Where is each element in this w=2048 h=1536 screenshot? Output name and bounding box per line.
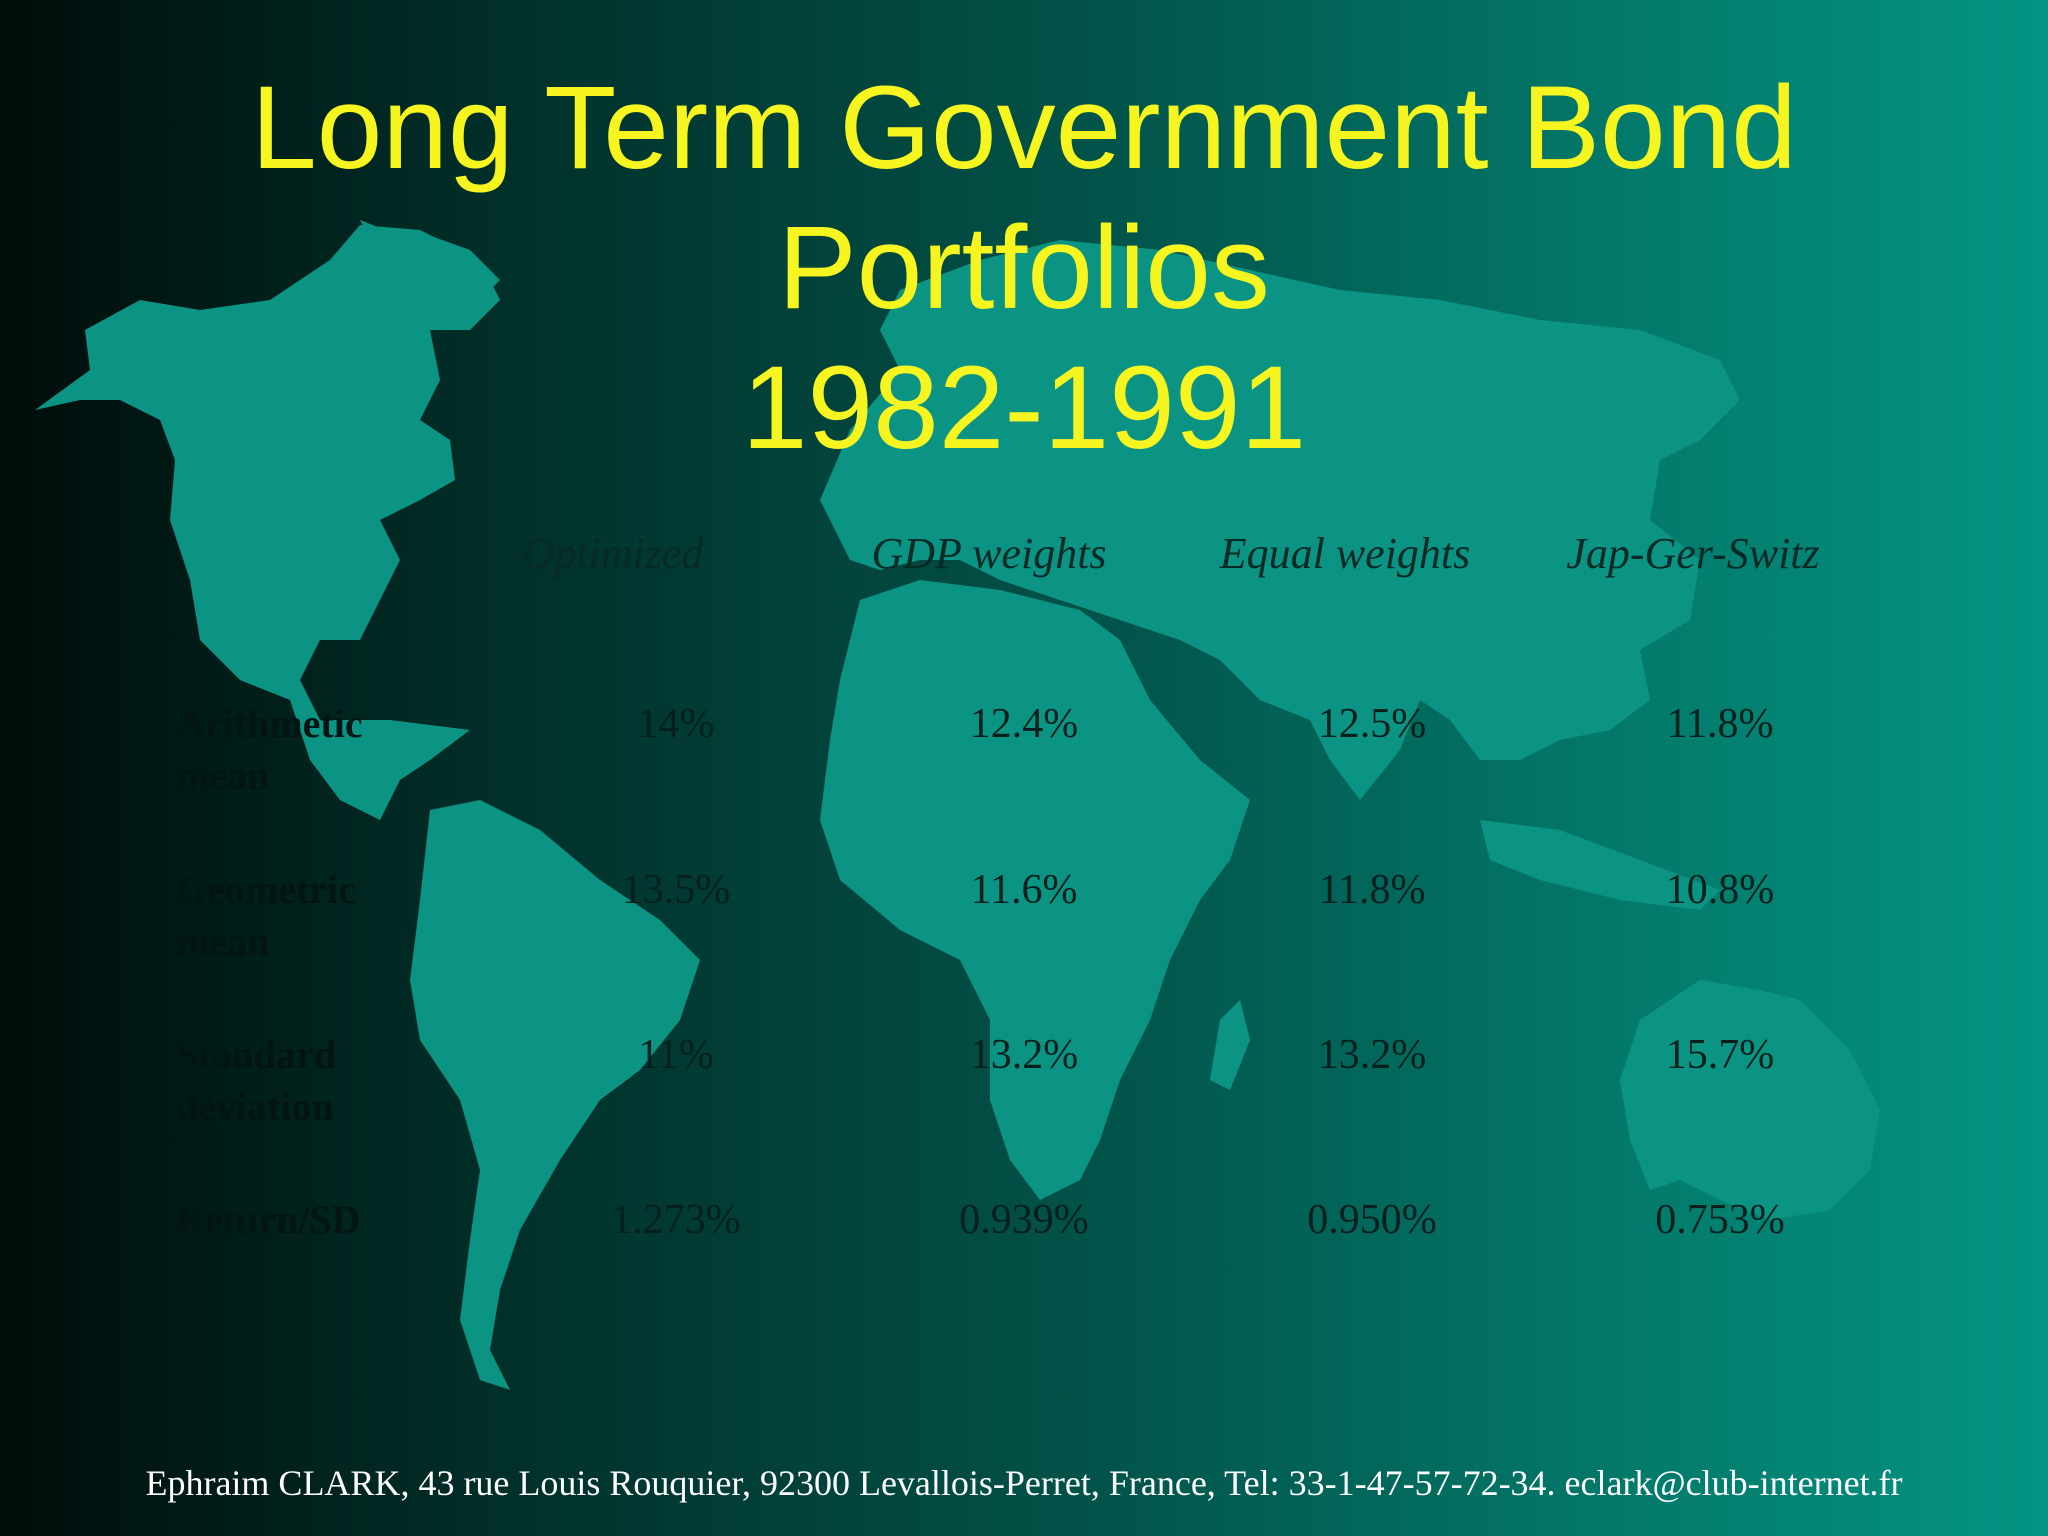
table-cell: 10.8% xyxy=(1665,867,1775,913)
column-header-optimized: Optimized xyxy=(522,529,704,578)
table-cell: 0.939% xyxy=(959,1197,1089,1243)
table-cell: 11.6% xyxy=(970,867,1078,913)
title-line-3: 1982-1991 xyxy=(741,342,1307,474)
title-line-1: Long Term Government Bond xyxy=(251,62,1797,194)
row-header-standard-deviation: Standard deviation xyxy=(176,1032,337,1129)
table-cell: 15.7% xyxy=(1665,1032,1775,1078)
title-line-2: Portfolios xyxy=(778,202,1270,334)
column-header-jap-ger-switz: Jap-Ger-Switz xyxy=(1566,529,1820,578)
table-cell: 11% xyxy=(638,1032,714,1078)
table-cell: 0.950% xyxy=(1307,1197,1437,1243)
table-cell: 11.8% xyxy=(1318,867,1426,913)
table-cell: 13.2% xyxy=(969,1032,1079,1078)
footer-contact: Ephraim CLARK, 43 rue Louis Rouquier, 92… xyxy=(145,1463,1903,1503)
africa-shape xyxy=(820,580,1250,1200)
madagascar-shape xyxy=(1210,1000,1250,1090)
table-cell: 13.5% xyxy=(621,867,731,913)
slide-title: Long Term Government Bond Portfolios 198… xyxy=(0,58,2048,478)
greenland-shape xyxy=(360,220,500,310)
table-cell: 1.273% xyxy=(611,1197,741,1243)
row-header-arithmetic-mean: Arithmetic mean xyxy=(176,701,363,798)
table-cell: 11.8% xyxy=(1666,701,1774,747)
australia-shape xyxy=(1620,980,1880,1220)
north-america-shape xyxy=(35,225,500,820)
table-cell: 14% xyxy=(637,701,715,747)
table-cell: 13.2% xyxy=(1317,1032,1427,1078)
row-header-return-sd: Return/SD xyxy=(176,1197,361,1242)
table-cell: 12.4% xyxy=(969,701,1079,747)
column-header-gdp-weights: GDP weights xyxy=(871,529,1107,578)
table-cell: 0.753% xyxy=(1655,1197,1785,1243)
table-cell: 12.5% xyxy=(1317,701,1427,747)
indonesia-shape xyxy=(1480,820,1720,910)
column-header-equal-weights: Equal weights xyxy=(1219,529,1471,578)
row-header-geometric-mean: Geometric mean xyxy=(176,867,356,964)
south-america-shape xyxy=(410,800,700,1390)
eurasia-shape xyxy=(820,240,1740,800)
